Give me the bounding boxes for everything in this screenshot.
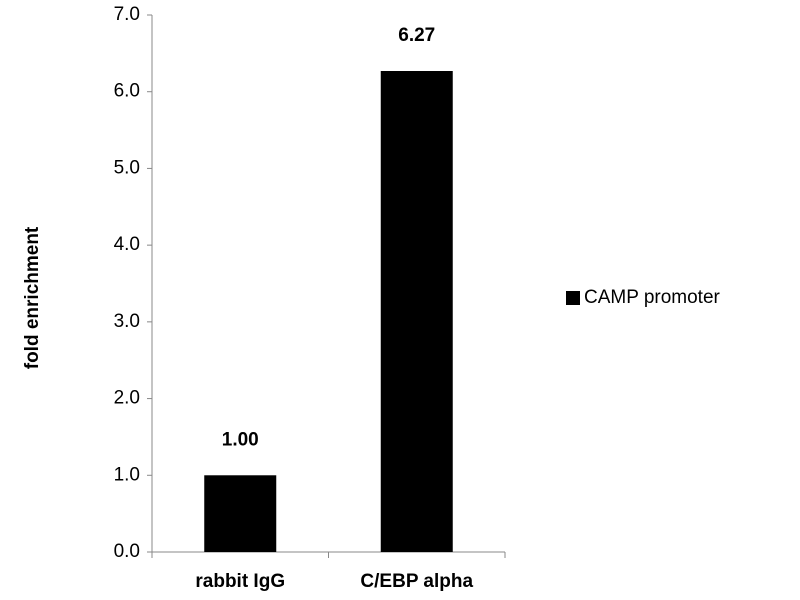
y-tick-label: 0.0 <box>114 541 140 562</box>
x-tick-label: C/EBP alpha <box>360 571 473 592</box>
value-label: 6.27 <box>398 25 435 46</box>
y-tick-label: 6.0 <box>114 81 140 102</box>
y-tick-label: 4.0 <box>114 234 140 255</box>
legend-swatch <box>566 291 580 305</box>
y-axis-label: fold enrichment <box>22 226 43 369</box>
value-label: 1.00 <box>222 429 259 450</box>
bar <box>204 475 277 552</box>
legend-label: CAMP promoter <box>584 287 721 308</box>
y-tick-label: 7.0 <box>114 4 140 25</box>
y-tick-label: 3.0 <box>114 311 140 332</box>
bar <box>380 71 453 552</box>
x-tick-label: rabbit IgG <box>195 571 285 592</box>
y-tick-label: 5.0 <box>114 157 140 178</box>
y-tick-label: 2.0 <box>114 388 140 409</box>
y-tick-label: 1.0 <box>114 464 140 485</box>
